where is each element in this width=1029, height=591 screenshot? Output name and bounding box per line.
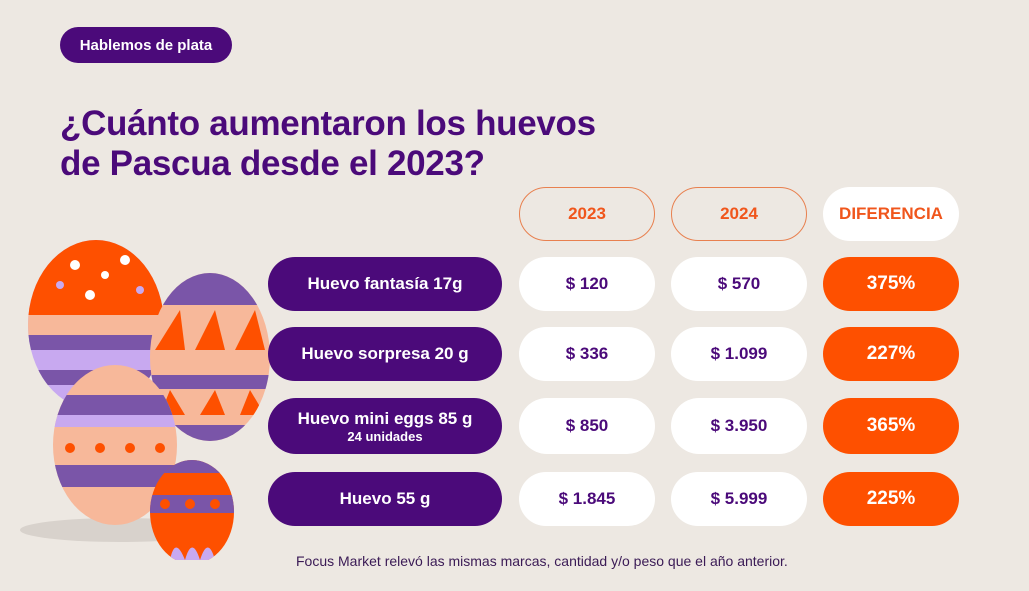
row-label: Huevo 55 g bbox=[268, 472, 502, 526]
row-label: Huevo sorpresa 20 g bbox=[268, 327, 502, 381]
section-badge: Hablemos de plata bbox=[60, 27, 232, 63]
value-diferencia: 365% bbox=[823, 398, 959, 454]
title-line-2: de Pascua desde el 2023? bbox=[60, 144, 485, 183]
page-title: ¿Cuánto aumentaron los huevos de Pascua … bbox=[60, 104, 596, 184]
row-label-main: Huevo mini eggs 85 g bbox=[297, 408, 473, 428]
column-header-diferencia: DIFERENCIA bbox=[823, 187, 959, 241]
value-diferencia: 375% bbox=[823, 257, 959, 311]
value-2024: $ 570 bbox=[671, 257, 807, 311]
footnote: Focus Market relevó las mismas marcas, c… bbox=[296, 553, 788, 569]
value-diferencia: 225% bbox=[823, 472, 959, 526]
value-2023: $ 850 bbox=[519, 398, 655, 454]
row-label-sub: 24 unidades bbox=[347, 428, 423, 444]
egg-scallops bbox=[53, 365, 177, 525]
value-2023: $ 120 bbox=[519, 257, 655, 311]
title-line-1: ¿Cuánto aumentaron los huevos bbox=[60, 104, 596, 143]
value-2023: $ 336 bbox=[519, 327, 655, 381]
easter-eggs-illustration bbox=[20, 240, 270, 560]
column-header-2023: 2023 bbox=[519, 187, 655, 241]
value-2024: $ 3.950 bbox=[671, 398, 807, 454]
value-2024: $ 1.099 bbox=[671, 327, 807, 381]
row-label: Huevo fantasía 17g bbox=[268, 257, 502, 311]
egg-small bbox=[150, 460, 234, 560]
row-label: Huevo mini eggs 85 g 24 unidades bbox=[268, 398, 502, 454]
column-header-2024: 2024 bbox=[671, 187, 807, 241]
value-2023: $ 1.845 bbox=[519, 472, 655, 526]
value-diferencia: 227% bbox=[823, 327, 959, 381]
value-2024: $ 5.999 bbox=[671, 472, 807, 526]
